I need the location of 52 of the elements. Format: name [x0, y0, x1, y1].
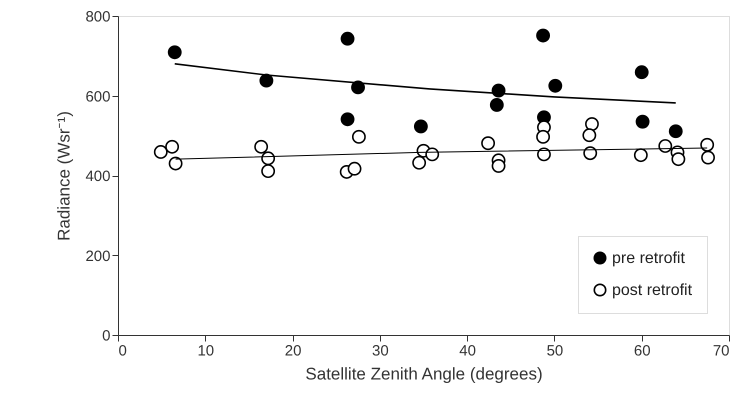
point — [425, 147, 440, 162]
point — [481, 136, 496, 150]
point — [254, 140, 268, 154]
x-tick-label: 70 — [712, 342, 730, 360]
legend-label: pre retrofit — [612, 250, 686, 267]
y-tick-label: 400 — [85, 168, 110, 185]
point — [585, 117, 599, 131]
point — [668, 124, 683, 138]
point — [340, 32, 354, 46]
y-tick-label: 200 — [85, 248, 110, 265]
point — [636, 114, 650, 129]
point — [168, 156, 183, 170]
point — [658, 139, 672, 153]
point — [700, 138, 714, 152]
point — [634, 65, 649, 80]
point — [348, 162, 362, 176]
point — [490, 98, 504, 112]
point — [168, 45, 182, 60]
point — [165, 140, 180, 154]
point — [536, 130, 550, 144]
point — [352, 130, 366, 144]
y-tick-label: 800 — [85, 8, 110, 26]
x-tick-label: 40 — [459, 342, 476, 360]
point — [261, 164, 276, 178]
point — [154, 145, 168, 159]
point — [492, 159, 506, 173]
x-tick-label: 20 — [284, 342, 302, 360]
point — [351, 80, 365, 94]
y-tick-label: 0 — [102, 328, 110, 344]
line-series — [174, 63, 677, 104]
point — [537, 147, 551, 162]
point — [536, 28, 550, 42]
x-axis-title: Satellite Zenith Angle (degrees) — [305, 364, 543, 384]
x-tick-label: 30 — [372, 342, 389, 360]
y-tick-label: 600 — [85, 88, 110, 106]
point — [261, 151, 276, 166]
x-tick-label: 50 — [546, 342, 564, 360]
point — [259, 74, 274, 88]
point — [583, 146, 598, 160]
point — [671, 152, 686, 166]
point — [414, 120, 428, 134]
point — [701, 150, 715, 164]
x-tick-label: 60 — [634, 342, 651, 360]
point — [634, 148, 648, 162]
point — [548, 78, 562, 93]
point — [340, 112, 354, 126]
y-axis-title: Radiance (Wsr⁻¹) — [54, 111, 74, 241]
point — [582, 128, 596, 142]
legend-label: post retrofit — [612, 282, 693, 299]
x-tick-label: 0 — [118, 342, 127, 360]
point — [412, 156, 426, 170]
x-tick-label: 10 — [197, 342, 214, 360]
